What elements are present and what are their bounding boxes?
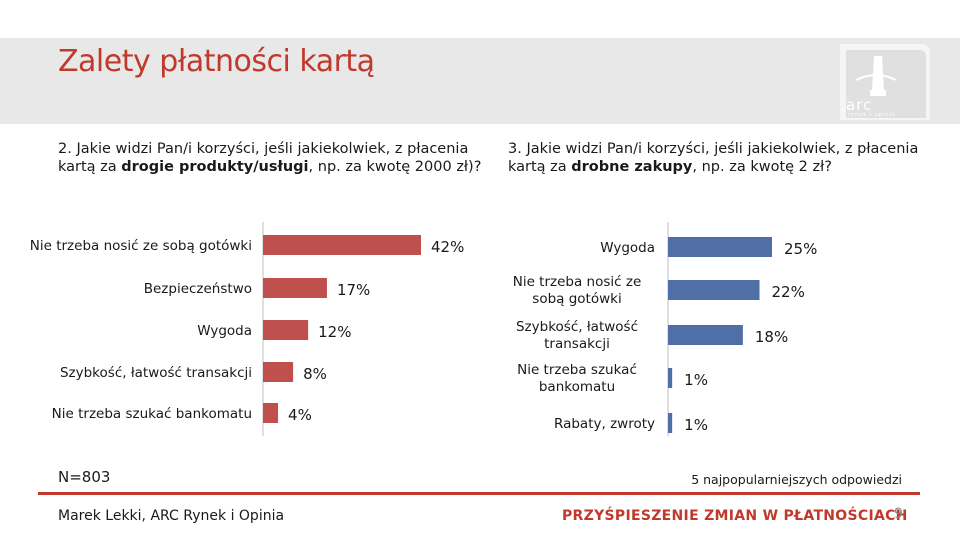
chart1-value-label: 42% bbox=[431, 238, 464, 256]
chart1-value-label: 4% bbox=[288, 406, 312, 424]
chart2-value-label: 1% bbox=[684, 416, 708, 434]
footer-title: PRZYŚPIESZENIE ZMIAN W PŁATNOŚCIACH bbox=[562, 508, 908, 524]
arc-logo-icon bbox=[840, 44, 930, 120]
chart2-category-label: Nie trzeba szukać bankomatu bbox=[517, 362, 637, 395]
question-left-bold: drogie produkty/usługi bbox=[121, 159, 309, 175]
chart2-bar bbox=[668, 237, 772, 257]
chart2-value-label: 18% bbox=[755, 328, 788, 346]
chart1-category-label: Wygoda bbox=[197, 323, 252, 339]
chart2-bar bbox=[668, 325, 743, 345]
question-right-suffix: , np. za kwotę 2 zł? bbox=[692, 159, 832, 175]
chart1-bar bbox=[263, 403, 279, 423]
chart2-category-label: Nie trzeba nosić ze sobą gotówki bbox=[513, 274, 642, 307]
chart2-bar bbox=[668, 368, 673, 388]
footer-divider bbox=[38, 492, 920, 495]
question-right-bold: drobne zakupy bbox=[571, 159, 693, 175]
footer-author: Marek Lekki, ARC Rynek i Opinia bbox=[58, 508, 285, 524]
question-right-prefix: 3. Jakie widzi Pan/i korzyści, jeśli jak… bbox=[508, 141, 919, 175]
chart2-category-label: Szybkość, łatwość transakcji bbox=[516, 319, 638, 352]
chart1-bar bbox=[263, 320, 309, 340]
chart1-bar bbox=[263, 362, 294, 382]
logo-subtext: rynek i opinia bbox=[848, 112, 896, 118]
top-answers-label: 5 najpopularniejszych odpowiedzi bbox=[691, 472, 902, 487]
chart2-category-label: Rabaty, zwroty bbox=[554, 416, 655, 432]
chart2-value-label: 22% bbox=[772, 283, 805, 301]
sample-size-label: N=803 bbox=[58, 468, 111, 486]
header-band bbox=[0, 38, 960, 124]
chart1-bar bbox=[263, 235, 421, 255]
page-number: 9 bbox=[894, 506, 903, 522]
chart1-value-label: 8% bbox=[303, 365, 327, 383]
chart1-category-label: Nie trzeba nosić ze sobą gotówki bbox=[30, 238, 252, 254]
chart1-value-label: 12% bbox=[318, 323, 351, 341]
chart1-bar bbox=[263, 278, 327, 298]
logo-text: arc bbox=[846, 96, 873, 114]
bar-charts: Nie trzeba nosić ze sobą gotówki 42% Bezpi… bbox=[30, 222, 817, 436]
chart1-value-label: 17% bbox=[337, 281, 370, 299]
page-title: Zalety płatności kartą bbox=[58, 44, 375, 79]
chart2-value-label: 1% bbox=[684, 371, 708, 389]
chart2-category-label: Wygoda bbox=[600, 240, 655, 256]
chart2-bar bbox=[668, 280, 760, 300]
chart1-category-label: Nie trzeba szukać bankomatu bbox=[52, 406, 252, 422]
chart2-bar bbox=[668, 413, 673, 433]
question-left-suffix: , np. za kwotę 2000 zł)? bbox=[308, 159, 482, 175]
chart2-value-label: 25% bbox=[784, 240, 817, 258]
question-left: 2. Jakie widzi Pan/i korzyści, jeśli jak… bbox=[58, 140, 488, 176]
chart1-category-label: Bezpieczeństwo bbox=[144, 281, 252, 297]
question-left-prefix: 2. Jakie widzi Pan/i korzyści, jeśli jak… bbox=[58, 141, 469, 175]
chart1-category-label: Szybkość, łatwość transakcji bbox=[60, 365, 252, 381]
question-right: 3. Jakie widzi Pan/i korzyści, jeśli jak… bbox=[508, 140, 928, 176]
